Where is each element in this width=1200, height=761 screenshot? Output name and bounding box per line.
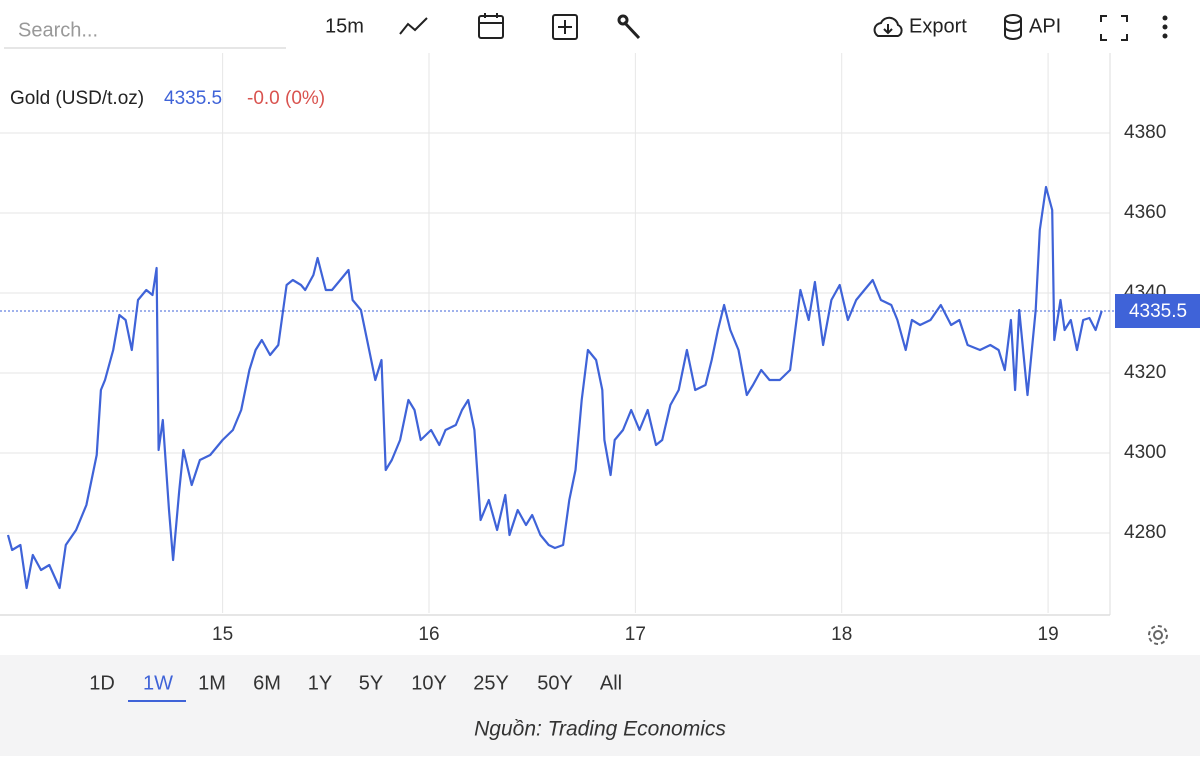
range-button[interactable]: 25Y xyxy=(473,672,509,694)
api-button[interactable]: API xyxy=(1029,15,1061,37)
line-type-icon[interactable] xyxy=(399,17,428,35)
range-button[interactable]: 1D xyxy=(89,672,115,694)
range-button[interactable]: 50Y xyxy=(537,672,573,694)
calendar-icon[interactable] xyxy=(478,13,504,39)
legend-price: 4335.5 xyxy=(164,88,222,109)
export-icon[interactable] xyxy=(873,16,903,37)
y-tick-label: 4300 xyxy=(1124,442,1166,463)
legend-name: Gold (USD/t.oz) xyxy=(10,88,144,109)
y-tick-label: 4320 xyxy=(1124,362,1166,383)
x-tick-label: 19 xyxy=(1038,624,1059,645)
footer-bg xyxy=(0,655,1200,756)
y-tick-label: 4380 xyxy=(1124,122,1166,143)
range-button[interactable]: 1M xyxy=(198,672,226,694)
last-price-label: 4335.5 xyxy=(1129,301,1187,322)
range-button[interactable]: 1Y xyxy=(308,672,332,694)
tools-icon[interactable] xyxy=(617,14,641,40)
range-button[interactable]: 6M xyxy=(253,672,281,694)
menu-icon[interactable] xyxy=(1162,15,1168,39)
legend-change: -0.0 (0%) xyxy=(247,88,325,109)
range-button[interactable]: 1W xyxy=(143,672,173,694)
fullscreen-icon[interactable] xyxy=(1100,15,1128,41)
range-button[interactable]: All xyxy=(600,672,622,694)
price-line xyxy=(6,185,1103,590)
x-tick-label: 15 xyxy=(212,624,233,645)
search-input[interactable]: Search... xyxy=(18,19,98,41)
x-tick-label: 16 xyxy=(418,624,439,645)
range-button[interactable]: 10Y xyxy=(411,672,447,694)
api-icon[interactable] xyxy=(1004,14,1022,40)
y-tick-label: 4280 xyxy=(1124,522,1166,543)
x-tick-label: 17 xyxy=(625,624,646,645)
x-tick-label: 18 xyxy=(831,624,852,645)
source: Nguồn: Trading Economics xyxy=(474,718,726,741)
y-tick-label: 4360 xyxy=(1124,202,1166,223)
compare-icon[interactable] xyxy=(552,14,578,40)
settings-icon[interactable] xyxy=(1148,625,1168,645)
last-price-box xyxy=(1115,294,1200,328)
interval-button[interactable]: 15m xyxy=(325,15,364,37)
export-button[interactable]: Export xyxy=(909,15,967,37)
range-button[interactable]: 5Y xyxy=(359,672,383,694)
